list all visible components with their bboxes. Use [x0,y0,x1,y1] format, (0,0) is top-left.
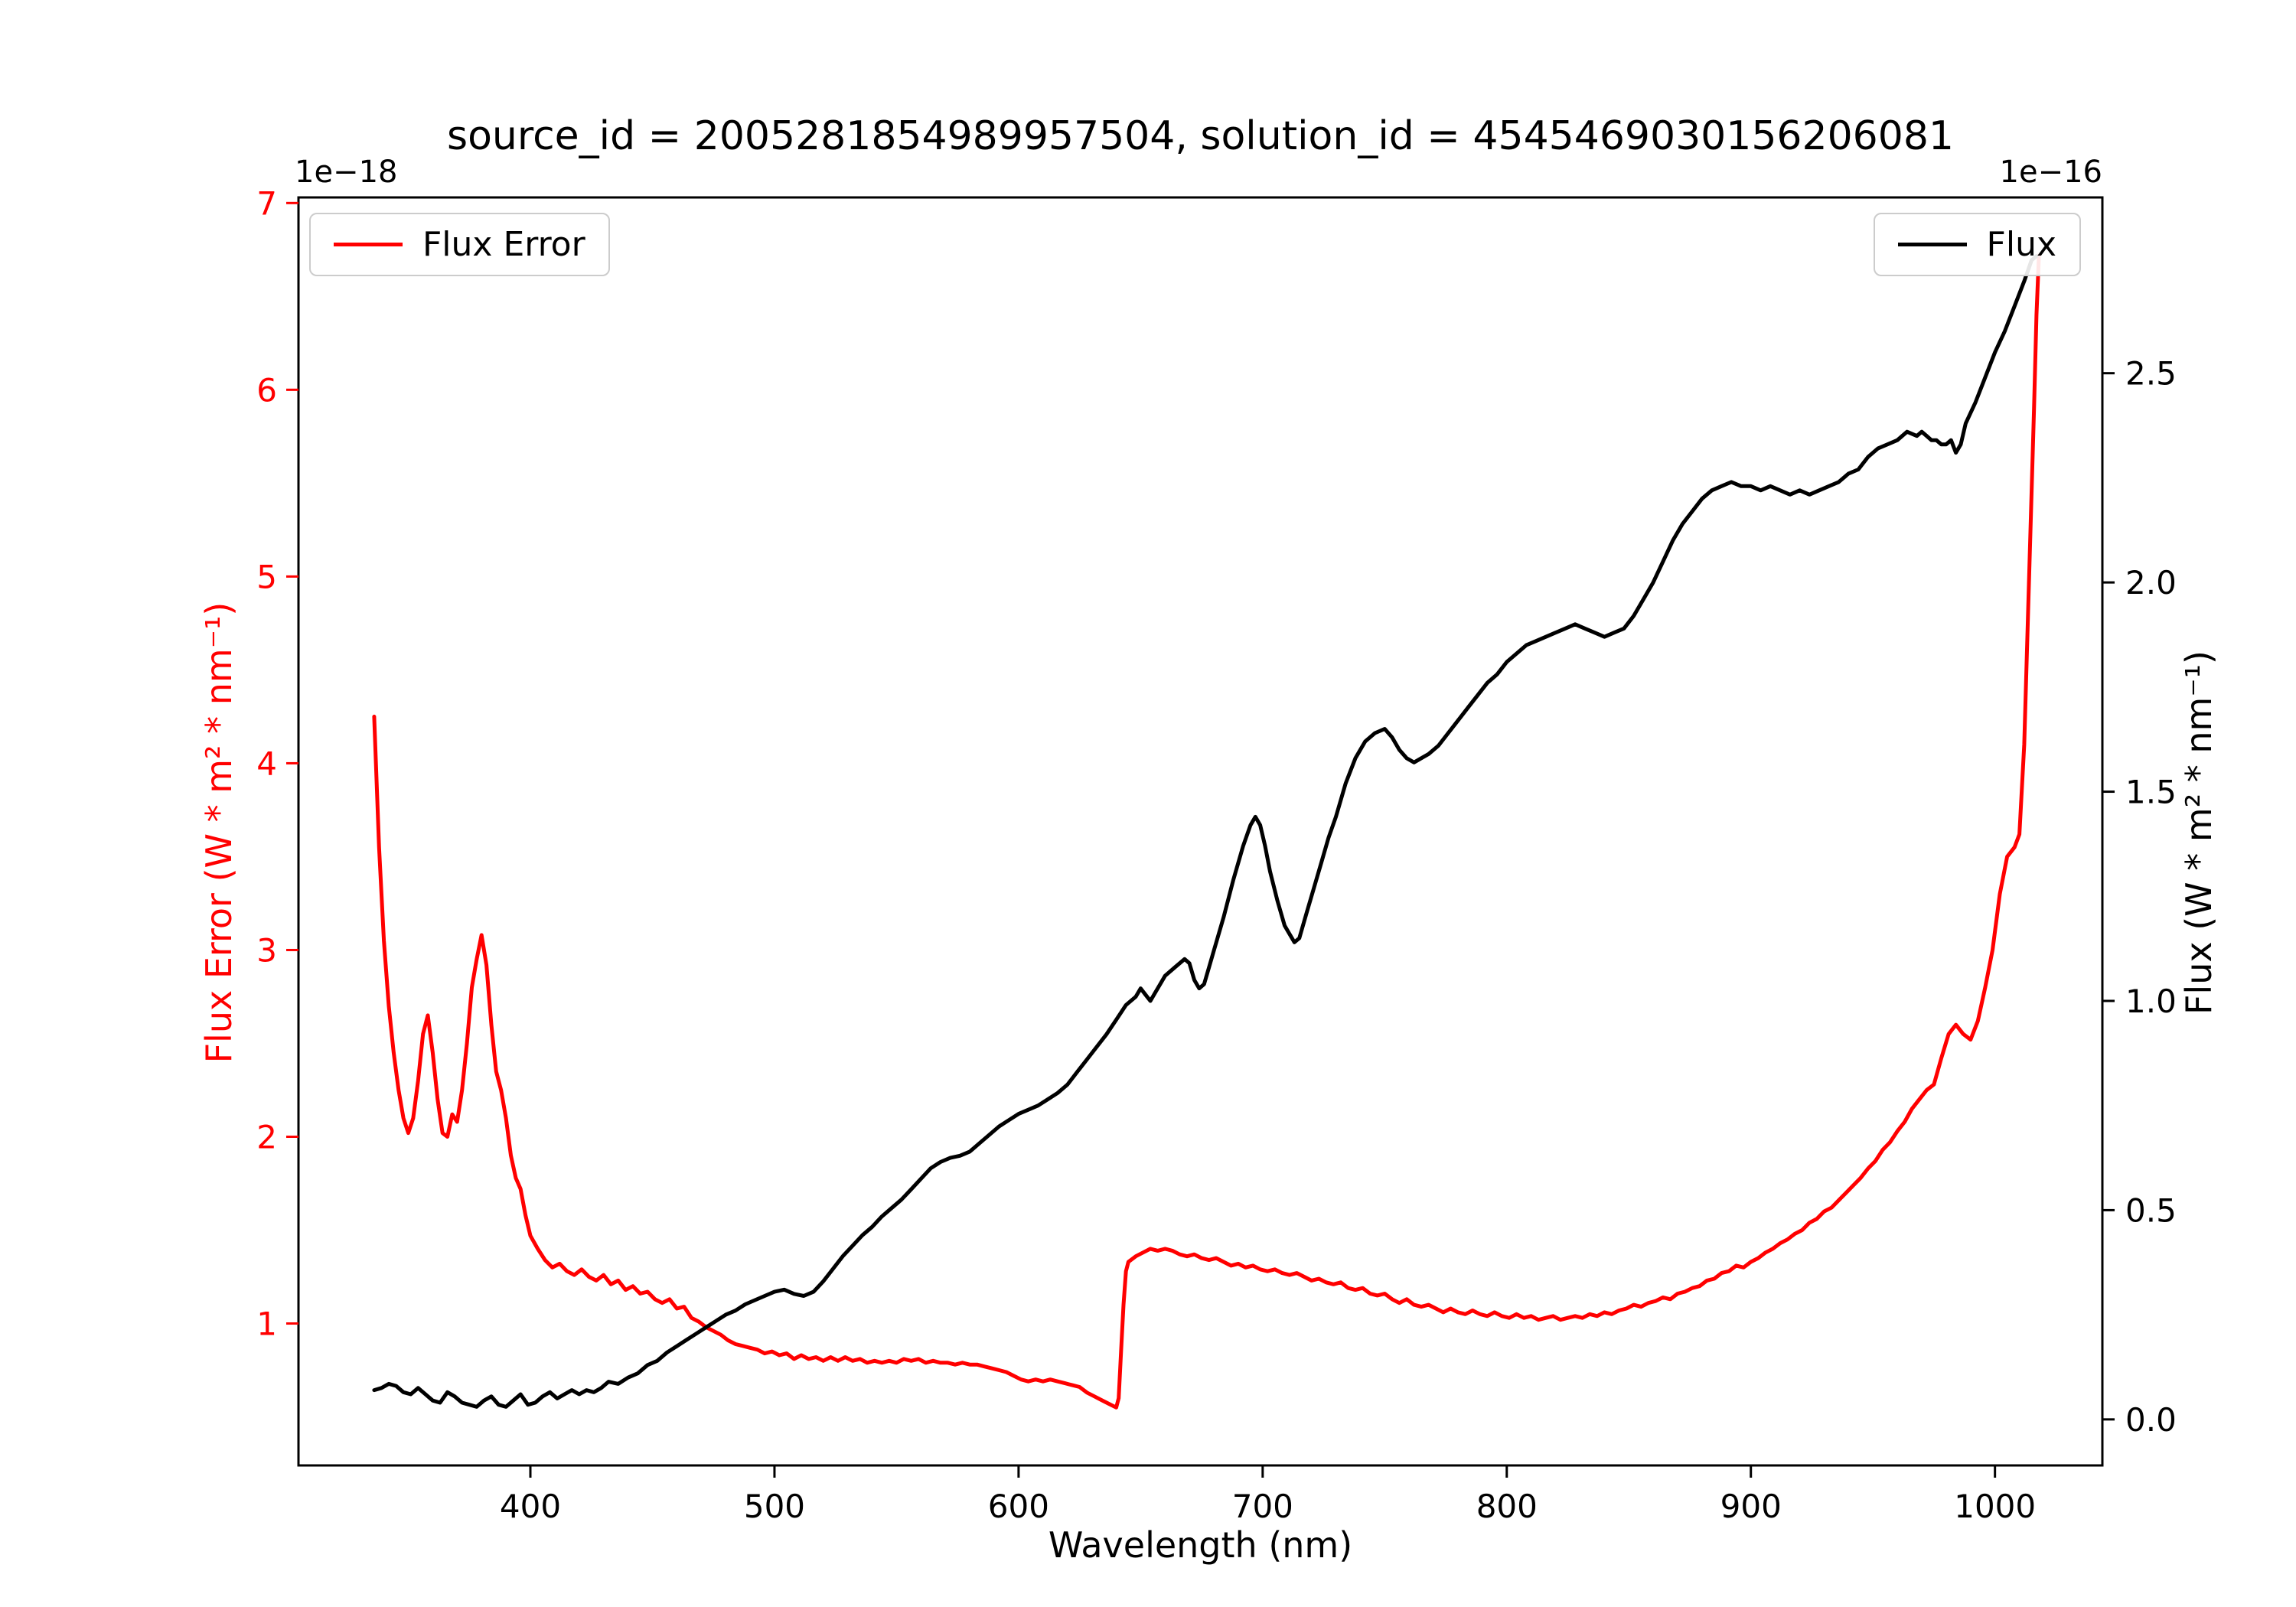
svg-text:2.5: 2.5 [2125,355,2177,393]
left-axis-offset-text: 1e−18 [295,155,398,190]
right-y-axis-label: Flux (W * m² * nm⁻¹) [2178,650,2219,1015]
svg-text:800: 800 [1476,1488,1538,1525]
svg-text:700: 700 [1232,1488,1293,1525]
svg-text:1: 1 [256,1305,277,1343]
svg-text:0.0: 0.0 [2125,1401,2177,1439]
chart-title: source_id = 2005281854989957504, solutio… [446,113,1955,159]
svg-text:400: 400 [500,1488,561,1525]
svg-text:3: 3 [256,931,277,969]
svg-text:2: 2 [256,1118,277,1156]
svg-text:500: 500 [744,1488,805,1525]
svg-text:900: 900 [1720,1488,1782,1525]
svg-text:6: 6 [256,371,277,409]
legend-flux-label: Flux [1986,225,2056,264]
svg-text:4: 4 [256,745,277,782]
right-axis-offset-text: 1e−16 [1999,155,2102,190]
svg-text:600: 600 [988,1488,1049,1525]
svg-text:5: 5 [256,558,277,595]
svg-text:1000: 1000 [1954,1488,2036,1525]
flux-line-sample [1897,243,1967,246]
svg-text:1.5: 1.5 [2125,774,2177,811]
svg-text:7: 7 [256,184,277,222]
x-axis-label: Wavelength (nm) [1048,1524,1353,1566]
legend-flux: Flux [1873,213,2081,276]
left-y-axis-label: Flux Error (W * m² * nm⁻¹) [198,601,240,1064]
flux-error-line-sample [334,243,403,246]
svg-text:0.5: 0.5 [2125,1191,2177,1229]
svg-text:1.0: 1.0 [2125,983,2177,1020]
svg-text:2.0: 2.0 [2125,564,2177,601]
legend-flux-error: Flux Error [309,213,610,276]
legend-flux-error-label: Flux Error [422,225,585,264]
